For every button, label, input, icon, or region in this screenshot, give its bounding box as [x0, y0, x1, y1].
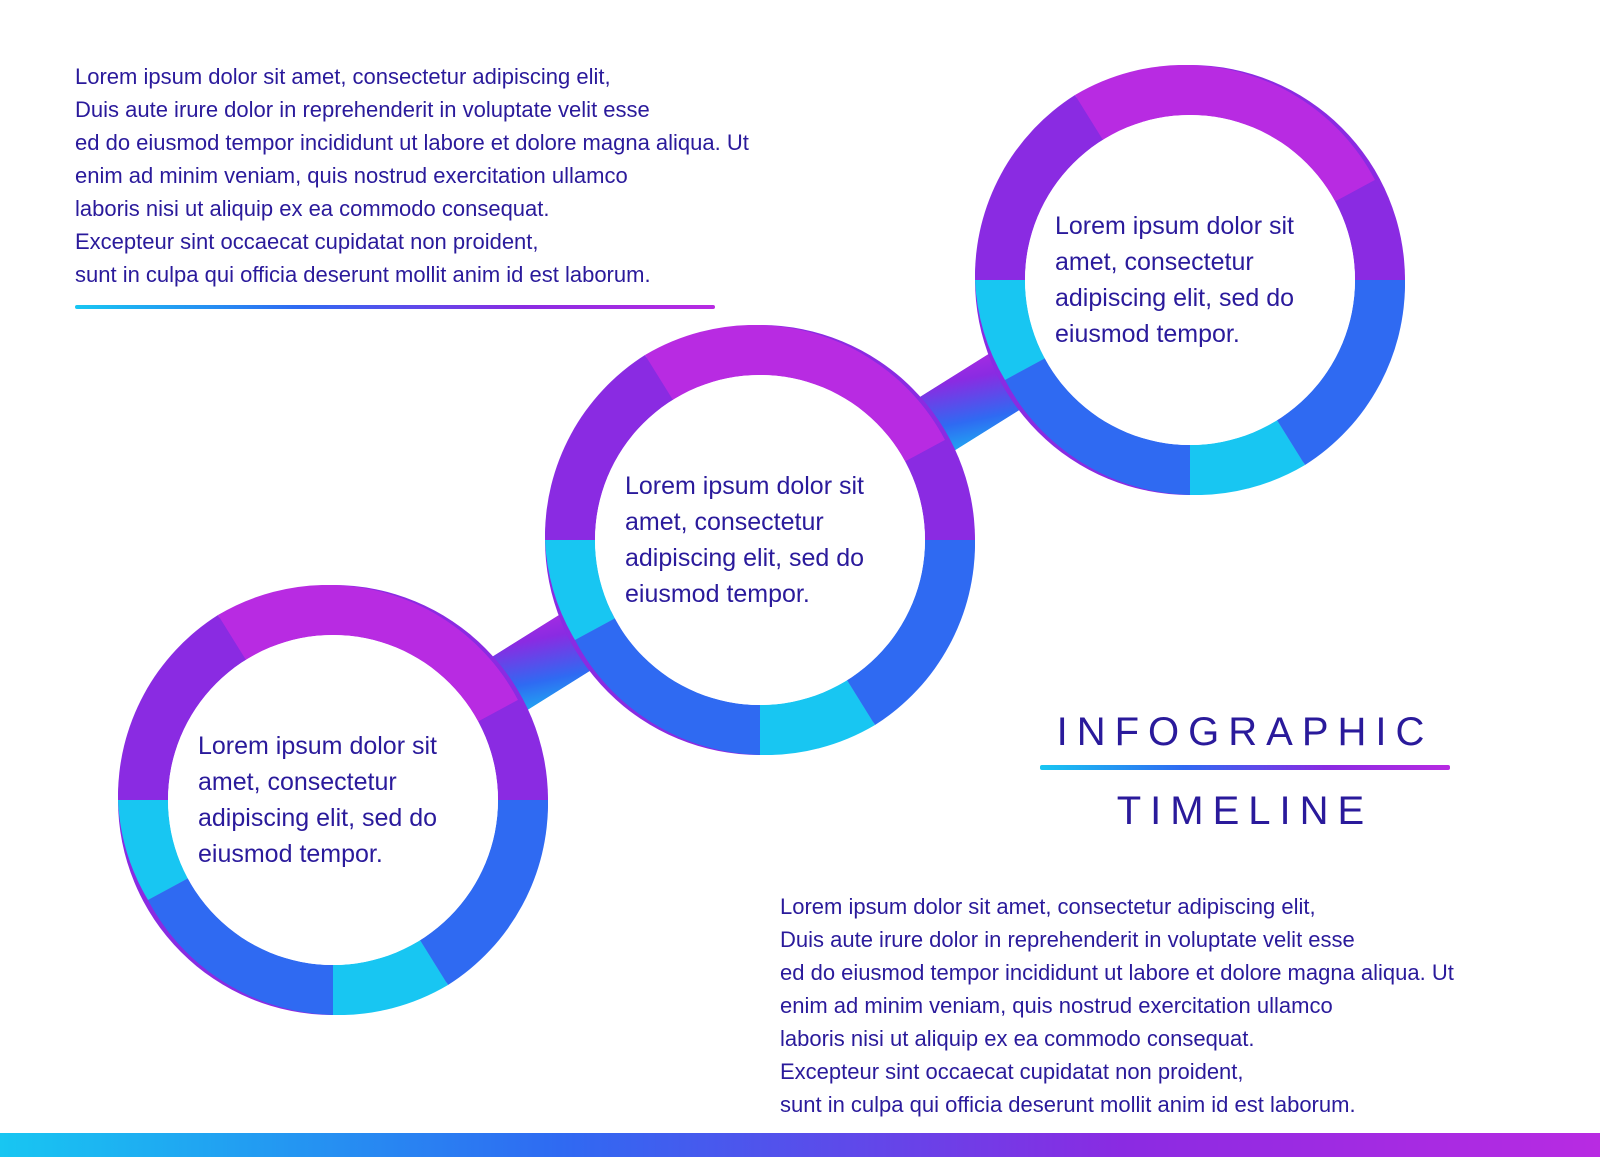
intro-text: Lorem ipsum dolor sit amet, consectetur … [75, 60, 815, 291]
bottom-gradient-bar [0, 1133, 1600, 1157]
title-line-1: INFOGRAPHIC [1020, 710, 1470, 755]
infographic-canvas: Lorem ipsum dolor sit amet, consectetur … [0, 0, 1600, 1157]
title-block: INFOGRAPHIC TIMELINE [1020, 710, 1470, 834]
title-divider [1040, 765, 1450, 770]
step-ring-2-inner: Lorem ipsum dolor sit amet, consectetur … [595, 375, 925, 705]
step-ring-1-inner: Lorem ipsum dolor sit amet, consectetur … [168, 635, 498, 965]
step-3-text: Lorem ipsum dolor sit amet, consectetur … [1055, 208, 1325, 353]
step-ring-3-inner: Lorem ipsum dolor sit amet, consectetur … [1025, 115, 1355, 445]
intro-underline [75, 305, 715, 309]
outro-text-block: Lorem ipsum dolor sit amet, consectetur … [780, 890, 1520, 1144]
step-ring-2: Lorem ipsum dolor sit amet, consectetur … [545, 325, 975, 755]
step-2-text: Lorem ipsum dolor sit amet, consectetur … [625, 468, 895, 613]
intro-text-block: Lorem ipsum dolor sit amet, consectetur … [75, 60, 815, 314]
step-1-text: Lorem ipsum dolor sit amet, consectetur … [198, 728, 468, 873]
title-line-2: TIMELINE [1020, 789, 1470, 834]
step-ring-1: Lorem ipsum dolor sit amet, consectetur … [118, 585, 548, 1015]
step-ring-3: Lorem ipsum dolor sit amet, consectetur … [975, 65, 1405, 495]
outro-text: Lorem ipsum dolor sit amet, consectetur … [780, 890, 1520, 1121]
